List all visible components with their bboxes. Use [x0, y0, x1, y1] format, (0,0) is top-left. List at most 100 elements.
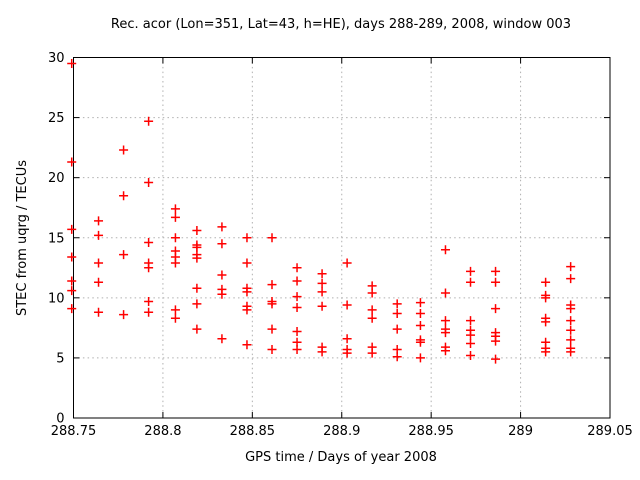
data-point-marker: [466, 316, 476, 326]
y-tick-label: 20: [48, 171, 65, 186]
data-point-marker: [566, 325, 576, 335]
axis-ticks: [73, 57, 611, 419]
data-point-marker: [342, 348, 352, 358]
y-tick-label: 10: [48, 291, 65, 306]
data-point-marker: [566, 262, 576, 272]
data-point-marker: [144, 296, 154, 306]
data-point-marker: [440, 346, 450, 356]
data-point-marker: [144, 116, 154, 126]
chart-title: Rec. acor (Lon=351, Lat=43, h=HE), days …: [111, 17, 571, 32]
data-point-marker: [491, 354, 501, 364]
data-point-marker: [392, 308, 402, 318]
data-point-marker: [317, 347, 327, 357]
data-point-marker: [367, 305, 377, 315]
data-point-marker: [491, 304, 501, 314]
x-tick-label: 288.9: [323, 424, 360, 439]
data-point-marker: [67, 59, 77, 69]
data-point-marker: [217, 222, 227, 232]
data-point-marker: [317, 301, 327, 311]
data-point-marker: [342, 258, 352, 268]
data-point-marker: [94, 307, 104, 317]
data-point-marker: [541, 347, 551, 357]
x-tick-label: 289: [508, 424, 533, 439]
data-point-marker: [317, 269, 327, 279]
data-point-marker: [192, 299, 202, 309]
x-tick-label: 289.05: [587, 424, 633, 439]
data-point-marker: [119, 145, 129, 155]
y-tick-label: 15: [48, 231, 65, 246]
data-point-marker: [415, 298, 425, 308]
data-point-marker: [192, 253, 202, 263]
data-point-marker: [317, 278, 327, 288]
data-point-marker: [566, 335, 576, 345]
y-axis-label: STEC from uqrg / TECUs: [15, 160, 30, 316]
data-point-marker: [217, 334, 227, 344]
data-point-marker: [541, 277, 551, 287]
data-point-marker: [192, 324, 202, 334]
data-point-marker: [466, 338, 476, 348]
data-point-marker: [466, 351, 476, 361]
x-tick-label: 288.8: [144, 424, 181, 439]
data-point-marker: [170, 258, 180, 268]
data-point-marker: [491, 336, 501, 346]
data-point-marker: [415, 353, 425, 363]
data-point-marker: [119, 250, 129, 260]
data-point-marker: [94, 258, 104, 268]
data-point-marker: [67, 304, 77, 314]
data-point-marker: [466, 330, 476, 340]
data-point-marker: [466, 266, 476, 276]
data-point-marker: [392, 352, 402, 362]
data-point-marker: [119, 191, 129, 201]
data-point-marker: [267, 345, 277, 355]
data-point-marker: [144, 263, 154, 273]
data-point-marker: [292, 263, 302, 273]
data-points: [67, 59, 576, 364]
x-tick-label: 288.95: [408, 424, 454, 439]
x-axis-label: GPS time / Days of year 2008: [245, 450, 437, 465]
data-point-marker: [217, 289, 227, 299]
data-point-marker: [67, 252, 77, 262]
data-point-marker: [144, 177, 154, 187]
x-tick-label: 288.85: [230, 424, 276, 439]
data-point-marker: [170, 212, 180, 222]
data-point-marker: [440, 288, 450, 298]
y-grid: [73, 117, 610, 359]
data-point-marker: [566, 316, 576, 326]
data-point-marker: [541, 293, 551, 303]
data-point-marker: [170, 313, 180, 323]
x-tick-labels: 288.75 288.8 288.85 288.9 288.95 289 289.05: [51, 424, 633, 439]
y-tick-label: 0: [56, 412, 64, 427]
data-point-marker: [367, 288, 377, 298]
data-point-marker: [317, 287, 327, 297]
data-point-marker: [292, 292, 302, 302]
data-point-marker: [367, 348, 377, 358]
data-point-marker: [242, 340, 252, 350]
data-point-marker: [94, 216, 104, 226]
data-point-marker: [217, 270, 227, 280]
data-point-marker: [440, 245, 450, 255]
data-point-marker: [242, 287, 252, 297]
data-point-marker: [267, 280, 277, 290]
data-point-marker: [440, 328, 450, 338]
data-point-marker: [217, 239, 227, 249]
data-point-marker: [67, 157, 77, 167]
data-point-marker: [119, 310, 129, 320]
data-point-marker: [267, 233, 277, 243]
data-point-marker: [392, 299, 402, 309]
data-point-marker: [292, 276, 302, 286]
data-point-marker: [144, 307, 154, 317]
data-point-marker: [342, 334, 352, 344]
data-point-marker: [170, 233, 180, 243]
data-point-marker: [94, 230, 104, 240]
data-point-marker: [94, 277, 104, 287]
data-point-marker: [440, 316, 450, 326]
data-point-marker: [392, 324, 402, 334]
y-tick-label: 30: [48, 51, 65, 66]
data-point-marker: [170, 305, 180, 315]
data-point-marker: [367, 313, 377, 323]
y-tick-labels: 0 5 10 15 20 25 30: [48, 51, 65, 427]
y-tick-label: 25: [48, 111, 65, 126]
data-point-marker: [491, 277, 501, 287]
data-point-marker: [566, 274, 576, 284]
